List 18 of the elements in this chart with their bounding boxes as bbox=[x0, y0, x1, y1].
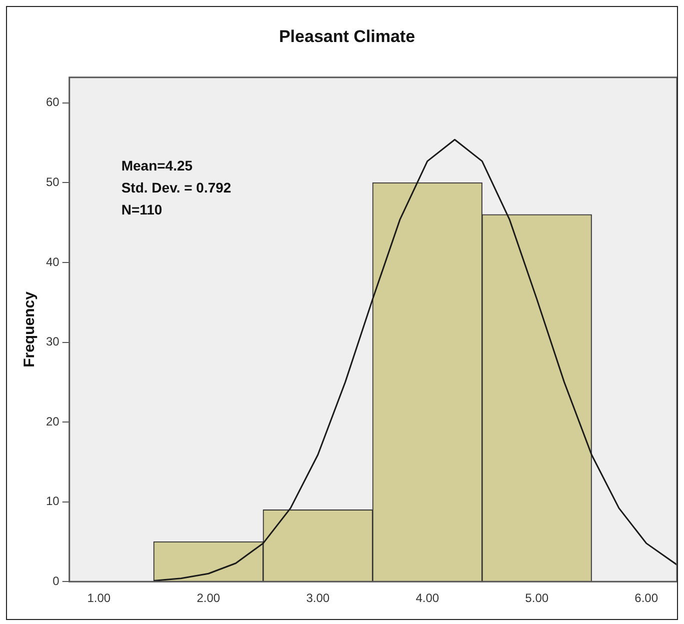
x-tick-label: 1.00 bbox=[87, 591, 111, 606]
y-tick-label: 50 bbox=[46, 175, 60, 190]
x-tick-label: 2.00 bbox=[196, 591, 220, 606]
y-tick-label: 30 bbox=[46, 334, 60, 349]
y-tick-label: 40 bbox=[46, 254, 60, 269]
y-tick-label: 10 bbox=[46, 494, 60, 508]
chart-title: Pleasant Climate bbox=[278, 26, 416, 46]
y-tick-label: 20 bbox=[46, 414, 60, 428]
y-tick-label: 0 bbox=[52, 574, 60, 588]
y-axis-title: Frequency bbox=[21, 290, 38, 368]
annotation: N=110 bbox=[121, 201, 162, 218]
y-tick-label: 60 bbox=[46, 95, 60, 110]
annotation: Std. Dev. = 0.792 bbox=[121, 179, 232, 196]
x-tick-label: 6.00 bbox=[634, 591, 658, 606]
x-tick-label: 4.00 bbox=[416, 591, 440, 606]
x-tick-label: 3.00 bbox=[306, 591, 330, 606]
x-tick-label: 5.00 bbox=[525, 591, 549, 606]
annotation: Mean=4.25 bbox=[121, 157, 193, 174]
